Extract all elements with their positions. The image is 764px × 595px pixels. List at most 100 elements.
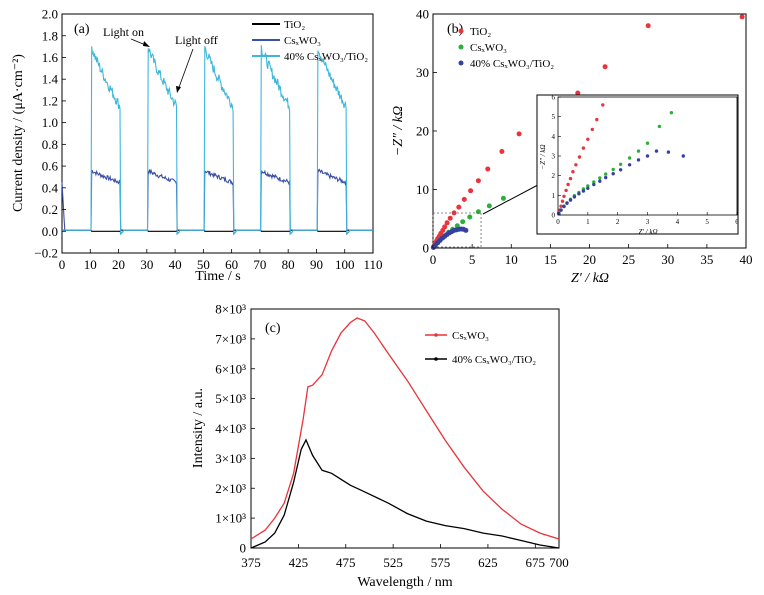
panel-a-series-lines bbox=[61, 45, 373, 236]
panel-c-x-tick-label: 700 bbox=[549, 555, 569, 570]
panel-b-legend-label: CsₓWO₃ bbox=[470, 42, 507, 54]
panel-c-y-tick-label: 4×10³ bbox=[215, 421, 246, 436]
panel-a-x-tick-label: 80 bbox=[282, 257, 295, 272]
panel-a-y-tick-label: 0.0 bbox=[42, 224, 58, 239]
annotation-light-off: Light off bbox=[175, 33, 218, 47]
panel-b-x-ticks: 0 5 10 15 20 25 30 35 40 bbox=[430, 244, 753, 267]
panel-c-y-tick-label: 1×10³ bbox=[215, 511, 246, 526]
inset-point-cs-wo bbox=[604, 172, 608, 176]
panel-b-y-tick-label: 20 bbox=[416, 124, 429, 139]
inset-point-40-cs-wo-tio bbox=[681, 154, 685, 158]
inset-x-tick-label: 3 bbox=[646, 218, 650, 226]
panel-a-y-tick-label: 1.2 bbox=[42, 93, 58, 108]
panel-a-y-tick-label: 2.0 bbox=[42, 7, 58, 22]
panel-a-x-tick-label: 20 bbox=[112, 257, 125, 272]
panel-c-x-tick-label: 675 bbox=[526, 555, 546, 570]
inset-point-40-cs-wo-tio bbox=[581, 189, 586, 193]
panel-b-x-tick-label: 15 bbox=[544, 252, 557, 267]
panel-a-plot-frame bbox=[61, 13, 374, 254]
panel-b-x-axis-label: Z′ / kΩ bbox=[571, 271, 609, 286]
inset-point-cs-wo bbox=[618, 162, 623, 166]
inset-y-tick-label: 2 bbox=[552, 172, 556, 180]
annotation-light-off-arrow bbox=[177, 48, 194, 91]
panel-a-legend-label: 40% CsₓWO₃/TiO₂ bbox=[284, 51, 368, 63]
inset-point-tio bbox=[564, 188, 568, 193]
panel-a-x-tick-label: 100 bbox=[335, 257, 355, 272]
panel-b-point-tio bbox=[645, 23, 651, 29]
inset-point-40-cs-wo-tio bbox=[577, 192, 581, 196]
panel-b-point-tio bbox=[516, 131, 522, 137]
inset-y-ticks: 0 1 2 3 4 5 6 bbox=[552, 94, 561, 220]
panel-b-point-cs-wo bbox=[475, 209, 481, 215]
panel-b-point-cs-wo bbox=[467, 214, 473, 220]
panel-b-x-tick-label: 30 bbox=[661, 252, 674, 267]
inset-y-tick-label: 1 bbox=[552, 192, 556, 200]
panel-b-x-tick-label: 35 bbox=[700, 252, 713, 267]
inset-y-tick-label: 5 bbox=[552, 113, 556, 121]
panel-a-label: (a) bbox=[74, 22, 90, 37]
panel-b-x-tick-label: 25 bbox=[622, 252, 635, 267]
panel-b-y-axis-label: −Z″ / kΩ bbox=[391, 106, 406, 156]
inset-point-40-cs-wo-tio bbox=[572, 195, 577, 199]
panel-b-series-points bbox=[430, 14, 745, 250]
panel-c-x-tick-label: 475 bbox=[336, 555, 356, 570]
inset-point-cs-wo bbox=[592, 180, 596, 184]
panel-b-y-ticks: 0 10 20 30 40 bbox=[416, 7, 437, 256]
inset-point-tio bbox=[595, 117, 599, 122]
inset-y-tick-label: 6 bbox=[552, 94, 556, 102]
inset-point-40-cs-wo-tio bbox=[618, 168, 623, 172]
panel-b-point-cs-wo bbox=[460, 219, 466, 225]
panel-a-y-tick-label: 1.0 bbox=[42, 115, 58, 130]
panel-b-x-tick-label: 10 bbox=[505, 252, 518, 267]
panel-c-y-tick-label: 2×10³ bbox=[215, 481, 246, 496]
panel-a-legend: TiO₂ CsₓWO₃ 40% CsₓWO₃/TiO₂ bbox=[252, 19, 368, 63]
panel-a-x-tick-label: 110 bbox=[363, 257, 382, 272]
inset-point-cs-wo bbox=[586, 184, 590, 188]
panel-c-series-cs-wo-line bbox=[250, 317, 560, 540]
annotation-light-on-arrowhead bbox=[143, 41, 150, 47]
inset-series-points bbox=[556, 103, 685, 216]
inset-point-tio bbox=[559, 204, 563, 208]
inset-point-tio bbox=[574, 163, 578, 167]
panel-a-x-axis-label: Time / s bbox=[195, 269, 240, 284]
panel-a-series-tio-line bbox=[62, 229, 373, 232]
panel-c-x-axis-label: Wavelength / nm bbox=[357, 575, 452, 590]
panel-b-point-tio bbox=[739, 14, 745, 20]
panel-b-x-tick-label: 0 bbox=[430, 252, 437, 267]
panel-b-x-tick-label: 5 bbox=[469, 252, 476, 267]
inset-point-tio bbox=[581, 146, 586, 150]
panel-b-point-tio bbox=[499, 149, 505, 154]
panel-b-inset-chart: 0 1 2 3 4 5 6 0 1 2 3 4 5 6 Z′ / kΩ −Z″ / kΩ bbox=[536, 94, 739, 236]
panel-a-x-tick-label: 90 bbox=[310, 257, 323, 272]
annotation-light-off-arrowhead bbox=[176, 86, 181, 93]
panel-a-y-tick-label: −0.2 bbox=[34, 246, 58, 261]
panel-a-legend-label: TiO₂ bbox=[284, 19, 305, 31]
panel-c-y-ticks: 0 1×10³ 2×10³ 3×10³ 4×10³ 5×10³ 6×10³ 7×10³ 8×10… bbox=[215, 302, 255, 556]
panel-c-series-40-cs-wo-tio-line bbox=[250, 438, 560, 549]
panel-b-zoom-box bbox=[432, 212, 482, 248]
panel-c-legend-label: CsₓWO₃ bbox=[452, 330, 489, 342]
panel-b-legend-marker bbox=[458, 28, 464, 34]
panel-a-y-tick-label: 0.6 bbox=[42, 159, 59, 174]
panel-a-x-ticks: 0 10 20 30 40 50 60 70 80 90 100 110 bbox=[59, 249, 383, 272]
inset-y-tick-label: 0 bbox=[552, 212, 556, 220]
panel-a-series-40-cs-wo-tio-line bbox=[62, 45, 373, 236]
panel-c-x-tick-label: 525 bbox=[383, 555, 403, 570]
inset-x-tick-label: 1 bbox=[586, 218, 590, 226]
panel-a-x-tick-label: 60 bbox=[225, 257, 238, 272]
inset-x-tick-label: 2 bbox=[616, 218, 620, 226]
panel-c-legend-marker bbox=[434, 333, 438, 337]
panel-a-y-tick-label: 1.6 bbox=[42, 50, 59, 65]
panel-c-y-tick-label: 8×10³ bbox=[215, 302, 246, 317]
panel-b-legend-marker bbox=[458, 60, 464, 66]
panel-c-legend-label: 40% CsₓWO₃/TiO₂ bbox=[452, 354, 536, 366]
panel-b-point-tio bbox=[602, 64, 608, 70]
panel-c-y-tick-label: 6×10³ bbox=[215, 361, 246, 376]
inset-point-40-cs-wo-tio bbox=[598, 179, 602, 183]
panel-c-legend-marker bbox=[434, 357, 438, 361]
panel-c-y-axis-label: Intensity / a.u. bbox=[191, 388, 206, 468]
inset-point-tio bbox=[571, 170, 575, 174]
panel-b-point-40-cs-wo-tio bbox=[463, 227, 469, 233]
inset-point-tio bbox=[601, 103, 605, 107]
